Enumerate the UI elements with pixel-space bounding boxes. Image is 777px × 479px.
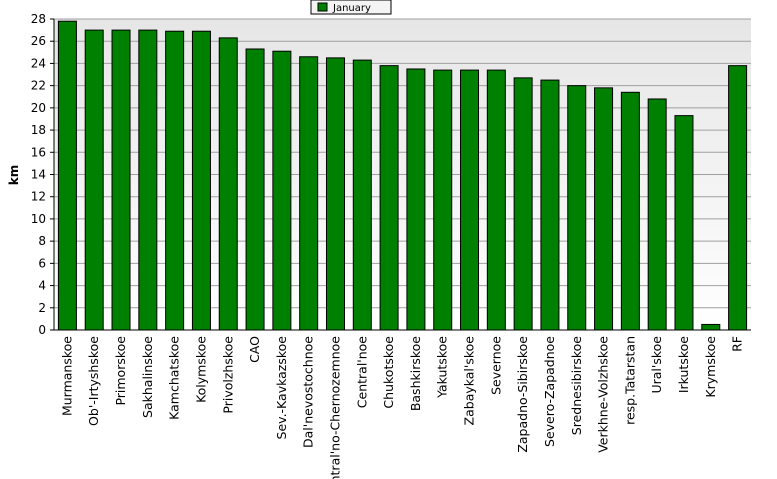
y-tick-label: 2 [38,301,46,315]
y-tick-label: 22 [31,79,46,93]
legend-label: January [332,3,371,14]
bar [647,98,667,331]
y-tick-label: 12 [31,190,46,204]
bar [567,85,587,331]
legend-box [310,0,392,15]
x-tick-label: Primorskoe [113,336,128,406]
bar [84,29,104,331]
x-tick-label: Sev.-Kavkazskoe [274,336,289,440]
bar [513,77,533,331]
y-tick-label: 8 [38,234,46,248]
x-tick-labels: Murmanskoe Ob'-Irtyshskoe Primorskoe Sakhal… [59,336,744,479]
bar [594,87,614,331]
x-tick-label: Zapadno-Sibirskoe [515,336,530,453]
x-tick-label: CAO [247,336,262,363]
bar [701,323,721,331]
bar [674,115,694,331]
x-tick-label: Murmanskoe [59,336,74,416]
bar [138,29,158,331]
y-tick-label: 0 [38,323,46,337]
y-tick-label: 26 [31,34,46,48]
x-tick-label: Zabaykal'skoe [462,336,477,426]
x-tick-label: Chukotskoe [381,336,396,409]
bar [325,57,345,331]
x-tick-label: RF [730,336,745,352]
y-tick-label: 14 [31,168,46,182]
x-tick-label: Srednesibirskoe [569,336,584,436]
y-tick-label: 28 [31,12,46,26]
bar [433,69,453,331]
x-tick-label: Ural'skoe [649,336,664,394]
legend-swatch [317,2,328,12]
x-tick-label: Kamchatskoe [167,336,182,420]
x-tick-label: Privolzhskoe [220,336,235,414]
bar [218,37,238,331]
bar [620,91,640,331]
y-tick-label: 18 [31,123,46,137]
x-tick-label: Yakutskoe [435,336,450,399]
bar [406,68,426,331]
y-tick-label: 10 [31,212,46,226]
bar [352,59,372,331]
x-tick-label: Severo-Zapadnoe [542,336,557,447]
bar [191,30,211,331]
y-tick-label: 20 [31,101,46,115]
x-tick-label: Dal'nevostochnoe [301,336,316,448]
x-tick-label: Central'noe [354,336,369,409]
x-tick-label: Krymskoe [703,336,718,398]
bar [245,48,265,331]
y-tick-label: 16 [31,145,46,159]
x-tick-label: Bashkirskoe [408,336,423,411]
bar [299,56,319,331]
x-tick-label: Central'no-Chernozemnoe [327,336,342,479]
bar [165,30,185,331]
legend: January [310,0,392,15]
x-tick-label: Severnoe [488,336,503,395]
y-tick-label: 4 [38,279,46,293]
bar [111,29,131,331]
bar [460,69,480,331]
bar [57,20,77,331]
x-tick-label: Kolymskoe [193,336,208,403]
bar [486,69,506,331]
x-tick-label: resp.Tatarstan [622,336,637,425]
bar [272,50,292,331]
y-tick-label: 6 [38,256,46,270]
x-tick-label: Ob'-Irtyshskoe [86,336,101,426]
x-tick-label: Verkhne-Volzhskoe [596,336,611,453]
y-axis-label: km [7,165,21,185]
x-tick-label: Irkutskoe [676,336,691,393]
y-tick-label: 24 [31,56,46,70]
bar [540,79,560,331]
x-tick-label: Sakhalinskoe [140,336,155,418]
bar [379,65,399,331]
bar [728,65,748,331]
